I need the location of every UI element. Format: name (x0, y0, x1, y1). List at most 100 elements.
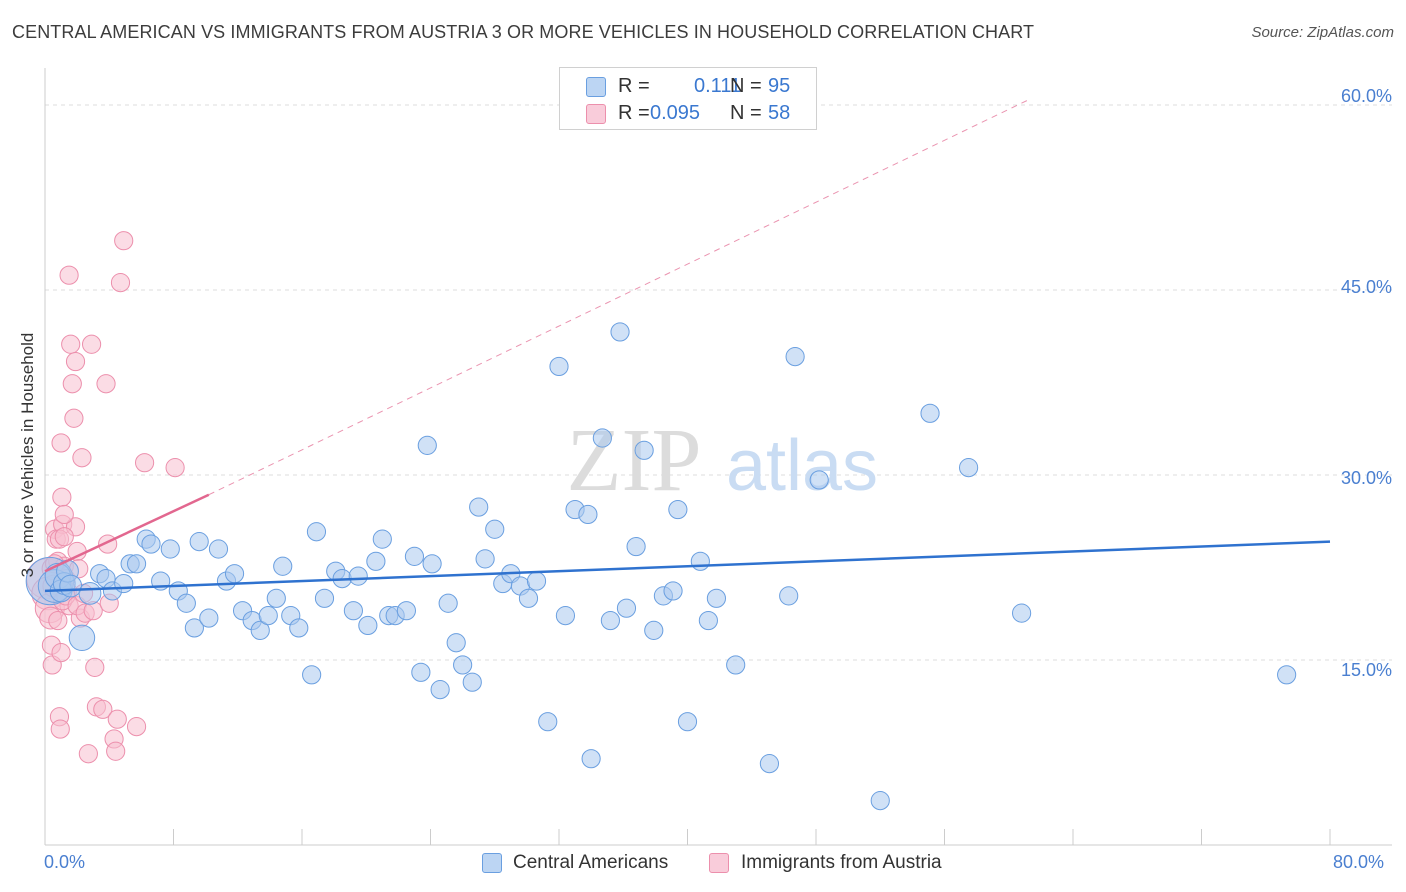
data-point-central-american (358, 615, 378, 636)
stats-legend: R = 0.111 N = 95 R = 0.095 N = 58 (559, 67, 817, 130)
watermark-zip: ZIP (567, 411, 702, 510)
data-point-austria (85, 657, 105, 677)
series-immigrants-from-austria (26, 231, 185, 764)
data-point-central-american (366, 551, 386, 571)
series-central-americans (25, 322, 1297, 811)
data-point-central-american (266, 588, 286, 608)
data-point-austria (51, 433, 71, 453)
data-point-central-american (759, 754, 780, 774)
r-label: R = (618, 75, 650, 97)
data-point-central-american (396, 601, 416, 621)
data-point-central-american (538, 712, 558, 732)
n-label: N = (730, 75, 762, 97)
data-point-central-american (438, 593, 458, 613)
x-tick-label-min: 0.0% (44, 852, 86, 872)
data-point-austria (106, 741, 126, 761)
data-point-central-american (526, 571, 547, 591)
data-point-central-american (555, 606, 576, 626)
data-point-central-american (417, 435, 437, 455)
legend-swatch-pink (586, 104, 606, 124)
r-label: R = (618, 102, 650, 124)
data-point-central-american (644, 620, 664, 640)
data-point-austria (110, 273, 131, 293)
data-point-central-american (250, 620, 270, 640)
data-point-central-american (273, 556, 293, 576)
data-point-central-american (430, 680, 450, 700)
data-point-central-american (1277, 665, 1297, 685)
data-point-central-american (634, 440, 654, 460)
data-point-austria (81, 334, 102, 354)
data-point-central-american (785, 347, 805, 367)
data-point-central-american (581, 749, 601, 769)
data-point-austria (51, 643, 71, 663)
data-point-central-american (422, 554, 442, 574)
data-point-austria (107, 709, 127, 729)
data-point-central-american (78, 581, 102, 605)
data-point-central-american (779, 586, 799, 606)
r-value: 0.111 (694, 75, 742, 97)
data-point-central-american (258, 606, 278, 626)
y-tick-label-60: 60.0% (1340, 86, 1392, 106)
data-point-austria (114, 231, 134, 251)
data-point-central-american (1012, 603, 1032, 623)
axis-layer (44, 68, 1392, 846)
legend-swatch-blue (586, 77, 606, 97)
data-point-central-american (668, 499, 688, 520)
data-point-central-american (184, 618, 204, 638)
data-point-central-american (343, 601, 363, 621)
data-point-austria (78, 744, 98, 764)
data-point-austria (126, 717, 147, 737)
data-point-central-american (141, 534, 161, 554)
data-point-central-american (663, 581, 683, 601)
data-point-central-american (59, 574, 83, 598)
data-point-central-american (518, 588, 539, 608)
data-point-austria (165, 458, 185, 478)
data-point-austria (50, 719, 70, 739)
data-point-austria (134, 453, 155, 473)
n-value: 95 (768, 75, 791, 97)
y-tick-label-15: 15.0% (1340, 660, 1392, 680)
legend-swatch-pink (709, 853, 729, 873)
data-point-central-american (176, 593, 196, 613)
data-point-central-american (677, 712, 698, 732)
data-point-austria (61, 334, 81, 354)
data-point-central-american (475, 549, 495, 569)
x-tick-label-max: 80.0% (1333, 852, 1385, 872)
data-point-central-american (959, 458, 979, 478)
data-point-central-american (160, 539, 180, 559)
data-point-austria (64, 408, 84, 428)
data-point-central-american (306, 522, 327, 542)
data-point-central-american (485, 519, 505, 539)
data-point-central-american (706, 588, 727, 608)
data-point-central-american (208, 539, 229, 559)
data-point-central-american (314, 588, 335, 608)
data-point-austria (72, 448, 92, 468)
data-point-austria (65, 351, 86, 372)
data-point-central-american (870, 791, 890, 811)
legend-label: Immigrants from Austria (741, 852, 942, 873)
source-credit: Source: ZipAtlas.com (1251, 24, 1394, 41)
data-point-central-american (549, 356, 569, 377)
trend-line-central-americans (44, 540, 1331, 593)
n-label: N = (730, 102, 762, 124)
data-point-central-american (446, 633, 466, 653)
data-point-central-american (920, 403, 940, 423)
data-point-austria (48, 610, 68, 631)
legend-swatch-blue (482, 853, 502, 873)
data-point-central-american (578, 504, 598, 525)
chart-title: CENTRAL AMERICAN VS IMMIGRANTS FROM AUST… (12, 22, 1035, 42)
r-value: 0.095 (650, 102, 701, 124)
data-point-central-american (592, 428, 612, 448)
y-axis-label: 3 or more Vehicles in Household (18, 332, 37, 578)
data-point-central-american (189, 532, 209, 552)
data-point-austria (96, 374, 116, 394)
watermark-atlas: atlas (726, 426, 878, 506)
n-value: 58 (768, 102, 791, 124)
data-point-austria (52, 487, 72, 507)
y-tick-label-45: 45.0% (1340, 277, 1392, 297)
data-point-central-american (126, 554, 147, 574)
data-point-central-american (726, 655, 746, 675)
data-point-austria (93, 699, 113, 719)
data-point-austria (62, 374, 82, 394)
